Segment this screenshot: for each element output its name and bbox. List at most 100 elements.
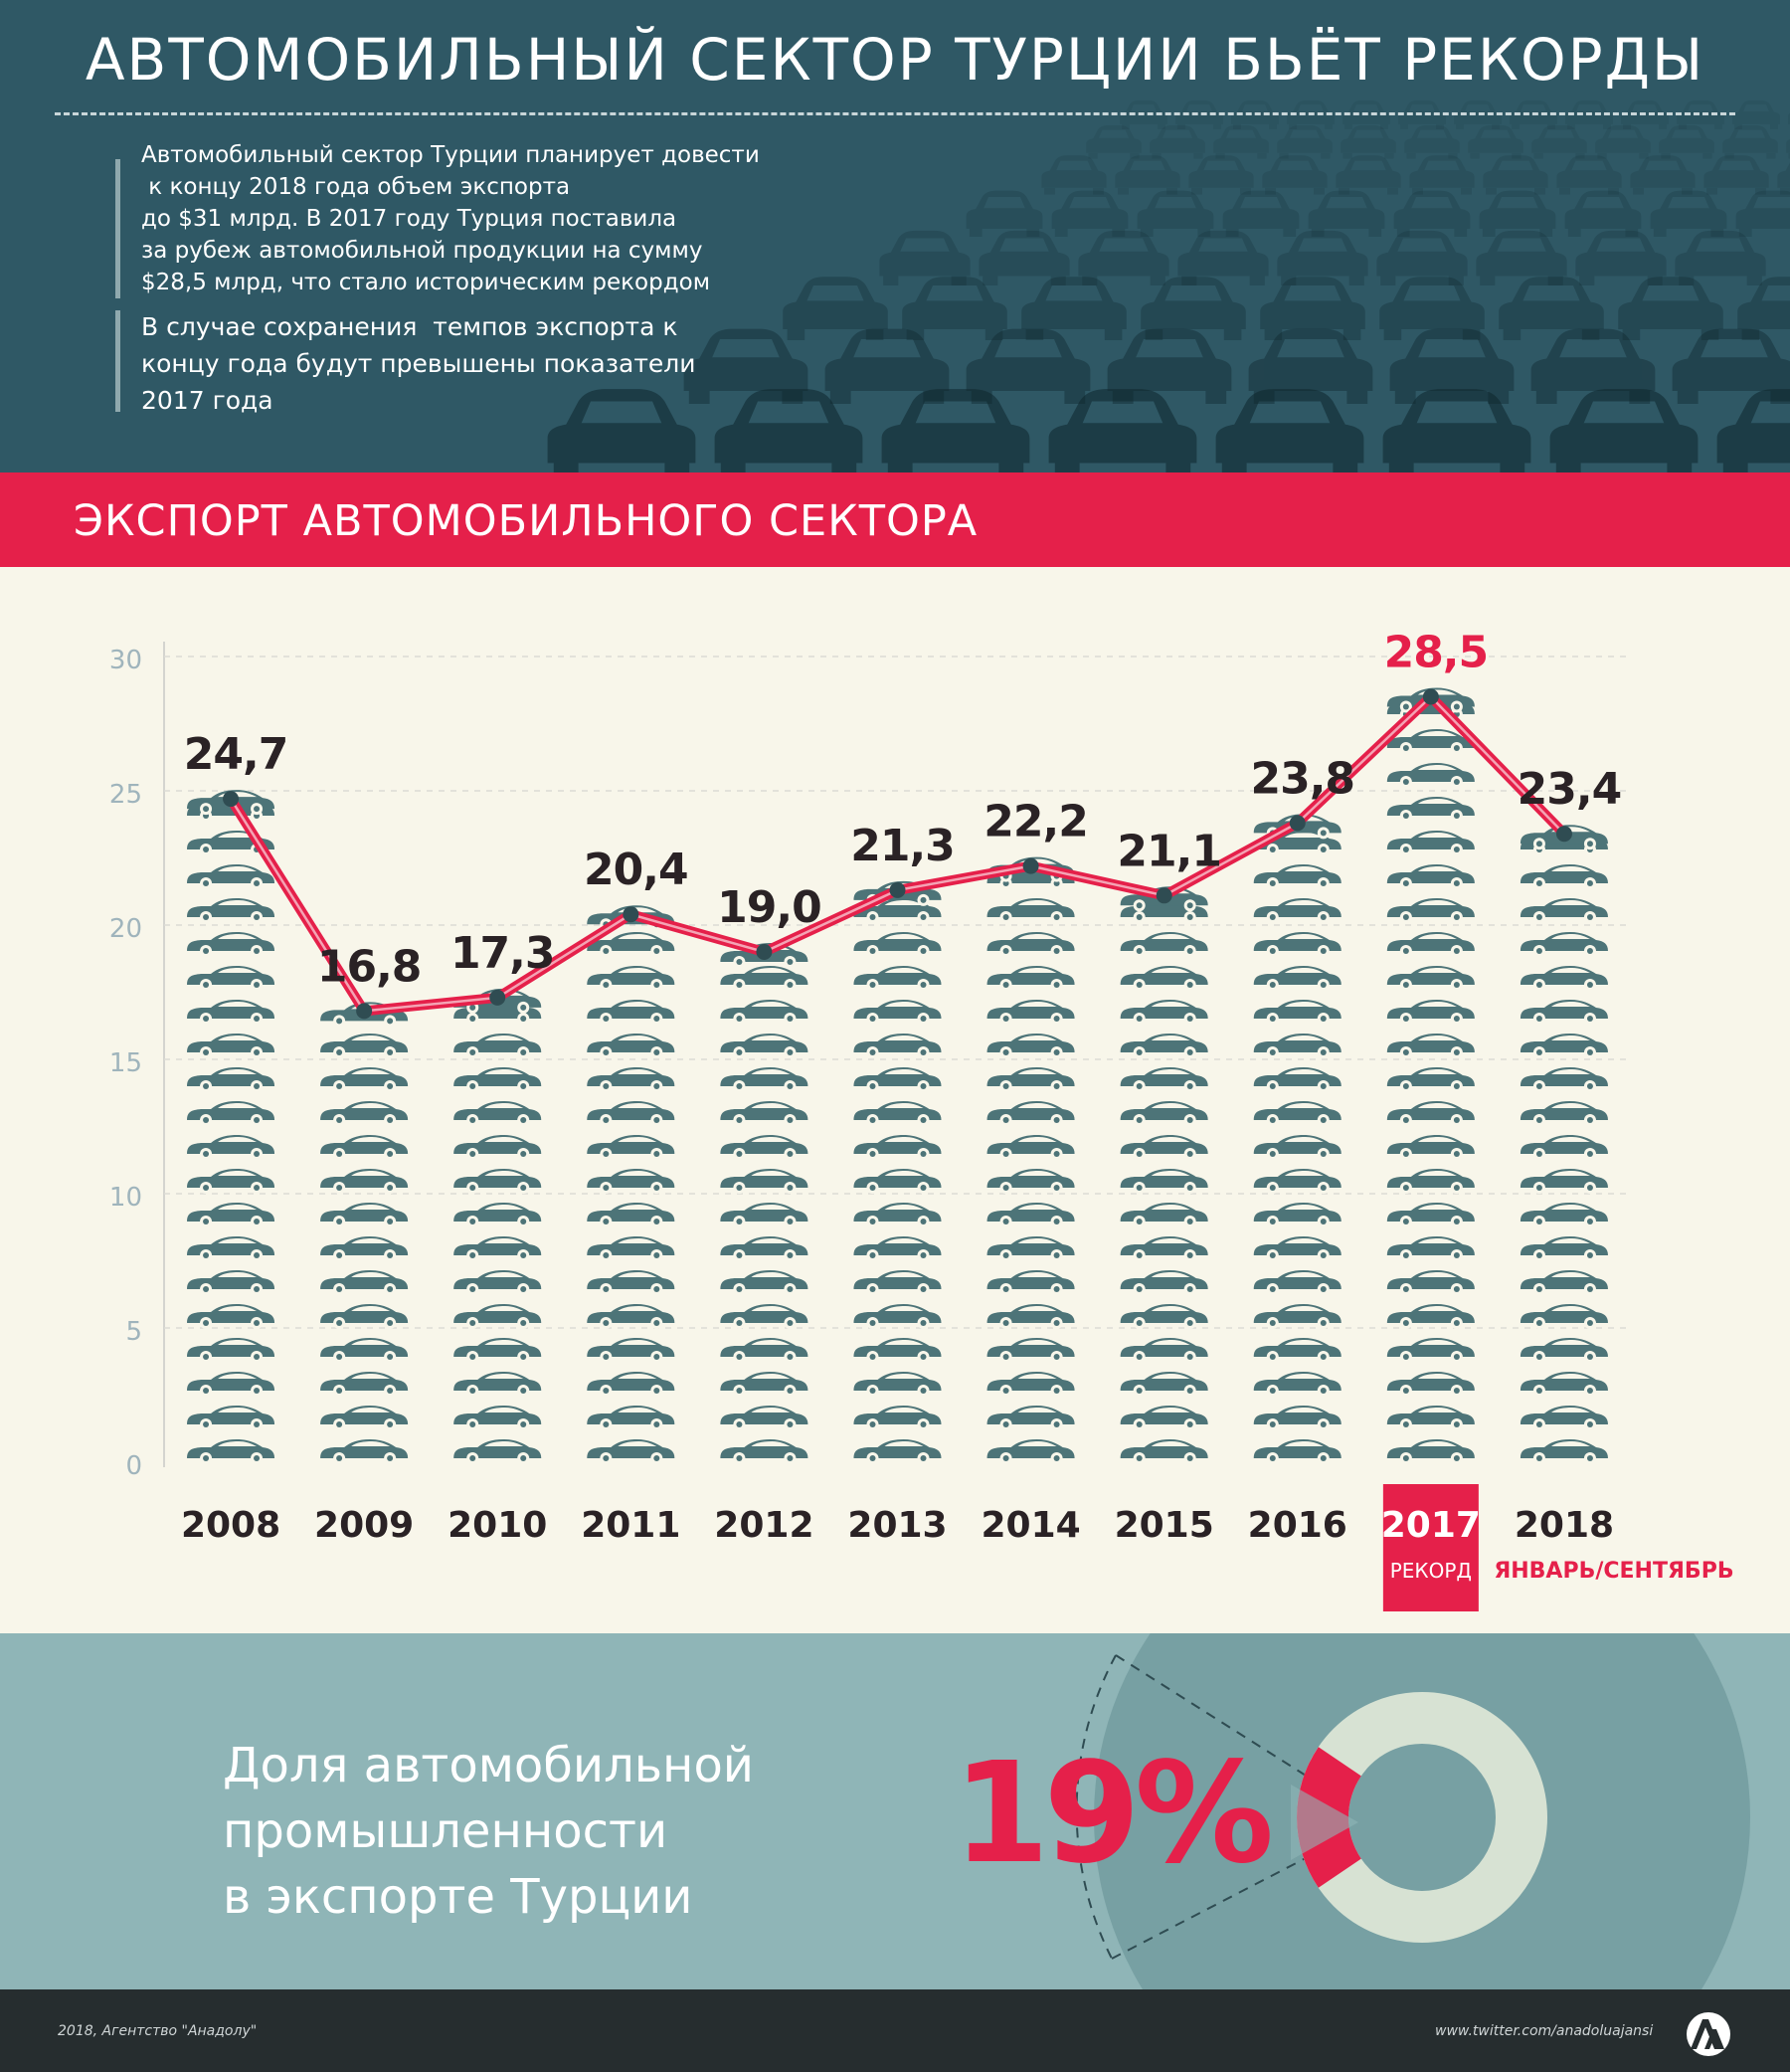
header-car-icon: [1722, 124, 1778, 159]
car-icon: [720, 1034, 808, 1058]
header-car-icon: [1051, 190, 1129, 237]
header-car-icon: [1595, 124, 1651, 159]
car-icon: [853, 966, 942, 991]
bar-2017: [1386, 687, 1475, 1464]
bar-2011: [587, 905, 675, 1464]
car-icon: [720, 1169, 808, 1194]
x-tick-label: 2009: [314, 1505, 414, 1546]
car-icon: [453, 1304, 542, 1329]
header-car-icon: [1308, 190, 1385, 237]
car-icon: [1386, 763, 1475, 788]
car-icon: [1520, 1439, 1608, 1464]
intro-paragraph-2: В случае сохранения темпов экспорта к ко…: [141, 308, 695, 419]
header-car-icon: [1260, 277, 1365, 340]
x-tick-label: 2011: [581, 1505, 680, 1546]
car-icon: [1386, 1372, 1475, 1397]
y-tick-label: 30: [109, 646, 142, 675]
car-icon: [187, 1338, 275, 1363]
car-icon: [1253, 1169, 1342, 1194]
car-icon: [986, 1338, 1075, 1363]
bar-2012: [720, 943, 808, 1464]
car-icon: [1120, 966, 1208, 991]
car-icon: [587, 1169, 675, 1194]
car-icon: [1520, 1067, 1608, 1092]
car-icon: [1253, 1034, 1342, 1058]
car-icon: [986, 1000, 1075, 1025]
record-label: РЕКОРД: [1390, 1559, 1472, 1583]
car-icon: [853, 1169, 942, 1194]
car-icon: [1386, 1169, 1475, 1194]
data-point: [1022, 857, 1039, 874]
share-caption-line: Доля автомобильной: [223, 1738, 754, 1793]
car-icon: [1386, 797, 1475, 822]
header-car-icon: [1716, 389, 1790, 472]
car-icon: [1253, 864, 1342, 889]
car-icon: [587, 1338, 675, 1363]
car-icon: [1253, 1338, 1342, 1363]
car-icon: [320, 1304, 409, 1329]
header-car-icon: [1141, 277, 1246, 340]
car-icon: [587, 1101, 675, 1126]
intro-line: до $31 млрд. В 2017 году Турция поставил…: [141, 206, 677, 232]
intro-accent-bar: [115, 310, 120, 412]
data-point: [1555, 826, 1572, 843]
car-icon: [587, 1439, 675, 1464]
car-icon: [1520, 1135, 1608, 1160]
car-icon: [1386, 1067, 1475, 1092]
car-icon: [986, 1372, 1075, 1397]
car-icon: [1386, 1203, 1475, 1227]
car-icon: [187, 1406, 275, 1430]
car-icon: [1386, 1101, 1475, 1126]
car-icon: [1120, 1203, 1208, 1227]
bar-2018: [1520, 825, 1608, 1464]
car-icon: [587, 1067, 675, 1092]
header-car-icon: [1389, 328, 1515, 404]
car-icon: [986, 1101, 1075, 1126]
x-tick-label: 2017: [1381, 1505, 1481, 1546]
car-icon: [1253, 1372, 1342, 1397]
car-icon: [1386, 831, 1475, 855]
car-icon: [1120, 1034, 1208, 1058]
header-car-icon: [1549, 389, 1699, 472]
car-icon: [1520, 932, 1608, 957]
share-dashed-line: [1115, 1654, 1334, 1793]
car-icon: [187, 966, 275, 991]
car-icon: [1120, 1135, 1208, 1160]
car-icon: [1520, 1101, 1608, 1126]
header-car-icon: [1041, 155, 1107, 195]
car-icon: [1520, 898, 1608, 923]
header-car-icon: [1078, 230, 1169, 285]
car-icon: [1386, 898, 1475, 923]
car-icon: [453, 1439, 542, 1464]
x-tick-label: 2010: [448, 1505, 547, 1546]
car-icon: [587, 1236, 675, 1261]
car-icon: [320, 1270, 409, 1295]
car-icon: [587, 1203, 675, 1227]
car-icon: [1520, 1203, 1608, 1227]
car-icon: [320, 1406, 409, 1430]
header-car-icon: [1048, 389, 1197, 472]
car-icon: [587, 1372, 675, 1397]
car-icon: [720, 1439, 808, 1464]
footer-twitter-link[interactable]: www.twitter.com/anadoluajansi: [1435, 2023, 1654, 2039]
car-icon: [986, 1236, 1075, 1261]
car-icon: [1253, 1101, 1342, 1126]
car-icon: [1253, 932, 1342, 957]
car-icon: [187, 1101, 275, 1126]
record-highlight-box: [1382, 1484, 1479, 1611]
car-icon: [1120, 1067, 1208, 1092]
aa-logo-icon: [1687, 2012, 1730, 2056]
car-icon: [853, 1203, 942, 1227]
car-icon: [1386, 1304, 1475, 1329]
background-cars-pattern: [547, 100, 1790, 472]
car-icon: [720, 1236, 808, 1261]
car-icon: [1253, 1135, 1342, 1160]
value-label: 24,7: [184, 729, 288, 780]
car-icon: [453, 1101, 542, 1126]
header-car-icon: [1222, 190, 1300, 237]
car-icon: [187, 932, 275, 957]
header-car-icon: [1735, 190, 1790, 237]
car-icon: [187, 1236, 275, 1261]
data-point: [623, 906, 639, 923]
header-car-icon: [1277, 230, 1368, 285]
